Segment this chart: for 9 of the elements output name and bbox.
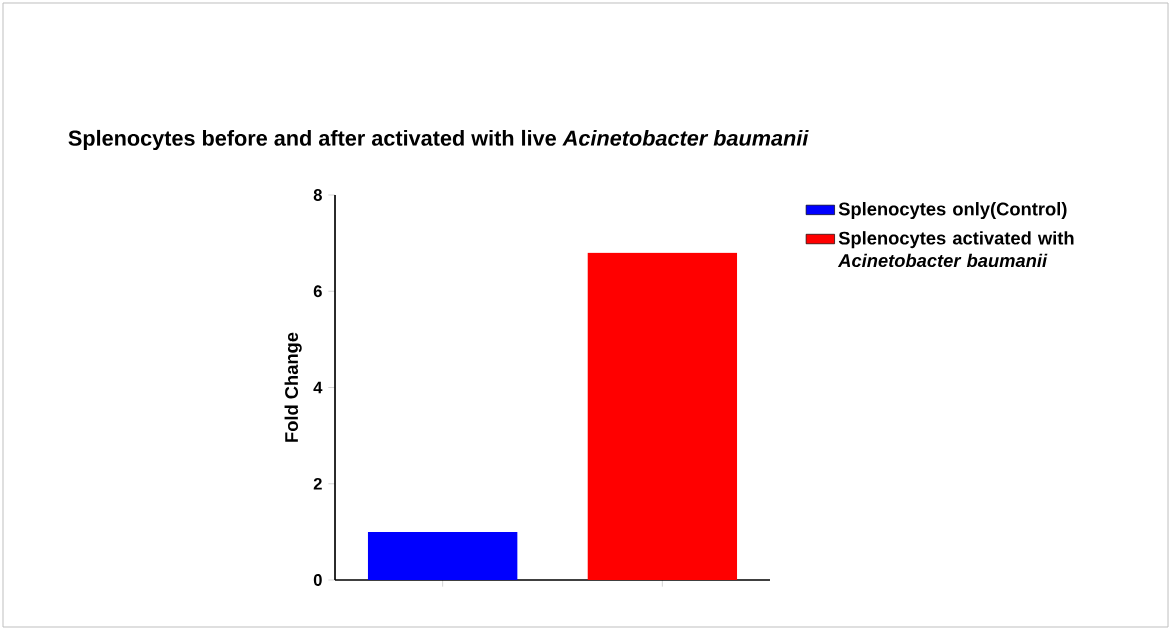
y-tick-label: 2 — [313, 477, 322, 490]
legend-label: Splenocytes only(Control) — [838, 202, 1067, 220]
y-tick-label: 8 — [313, 189, 322, 201]
chart-title: Splenocytes before and after activated with live Acinetobacter baumanii — [68, 129, 809, 151]
y-axis-title: Fold Change — [284, 332, 302, 442]
y-tick-label: 0 — [313, 574, 322, 586]
legend-label: Splenocytes activated with Acinetobacter baumanii — [837, 231, 1074, 268]
y-tick-label: 6 — [313, 285, 322, 298]
y-tick-label: 4 — [313, 381, 323, 394]
